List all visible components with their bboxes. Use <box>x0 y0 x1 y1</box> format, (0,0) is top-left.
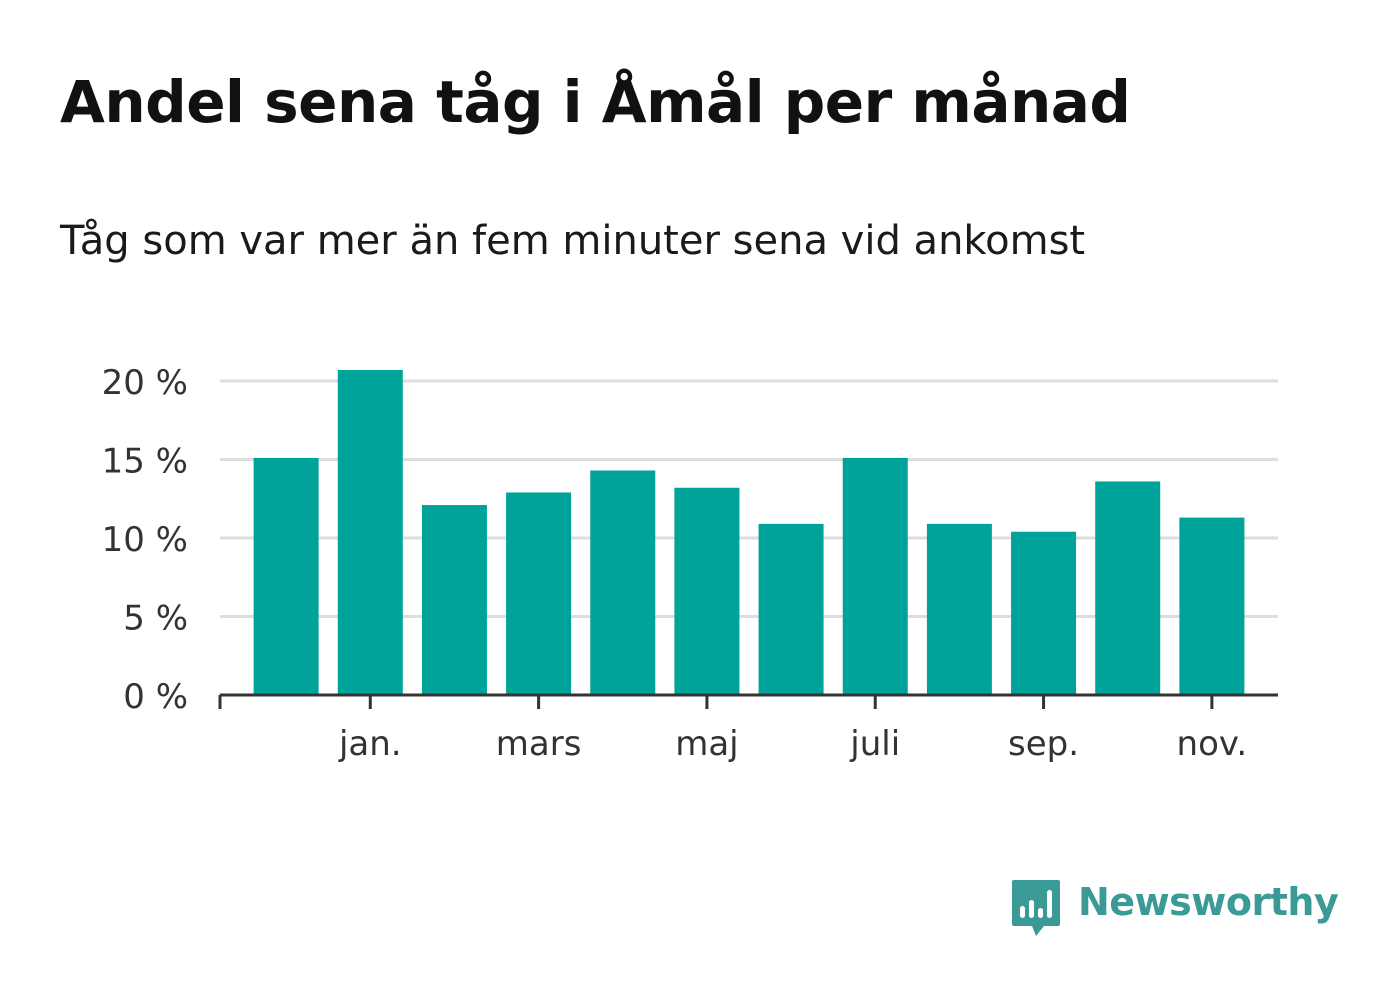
bar-chart-speech-bubble-icon <box>1012 880 1060 936</box>
y-tick-label: 15 % <box>102 442 188 482</box>
bar <box>337 370 403 695</box>
y-tick-label: 20 % <box>102 363 188 403</box>
y-axis-labels: 0 % 5 % 10 % 15 % 20 % <box>102 363 188 717</box>
x-tick-label: sep. <box>1008 724 1079 764</box>
y-tick-label: 10 % <box>102 520 188 560</box>
bar <box>1095 481 1161 695</box>
bar <box>506 492 572 695</box>
x-tick-label: nov. <box>1177 724 1248 764</box>
bar <box>1011 531 1077 695</box>
newsworthy-logo: Newsworthy <box>1010 878 1339 940</box>
x-axis-labels: jan. mars maj juli sep. nov. <box>338 724 1247 764</box>
x-axis <box>218 693 1278 709</box>
y-tick-label: 5 % <box>123 599 188 639</box>
chart-title: Andel sena tåg i Åmål per månad <box>60 68 1131 136</box>
bar <box>842 457 908 695</box>
bar <box>674 487 740 695</box>
bar <box>1179 517 1245 695</box>
x-tick-label: juli <box>849 724 900 764</box>
bars <box>253 370 1245 695</box>
x-tick-label: jan. <box>338 724 402 764</box>
x-tick-label: mars <box>496 724 582 764</box>
brand-name: Newsworthy <box>1078 880 1339 924</box>
bar <box>421 505 487 695</box>
x-tick-label: maj <box>675 724 738 764</box>
y-tick-label: 0 % <box>123 677 188 717</box>
chart-subtitle: Tåg som var mer än fem minuter sena vid … <box>60 218 1086 264</box>
bar <box>926 523 992 695</box>
bar <box>590 470 656 695</box>
bar <box>253 457 319 695</box>
bar <box>758 523 824 695</box>
